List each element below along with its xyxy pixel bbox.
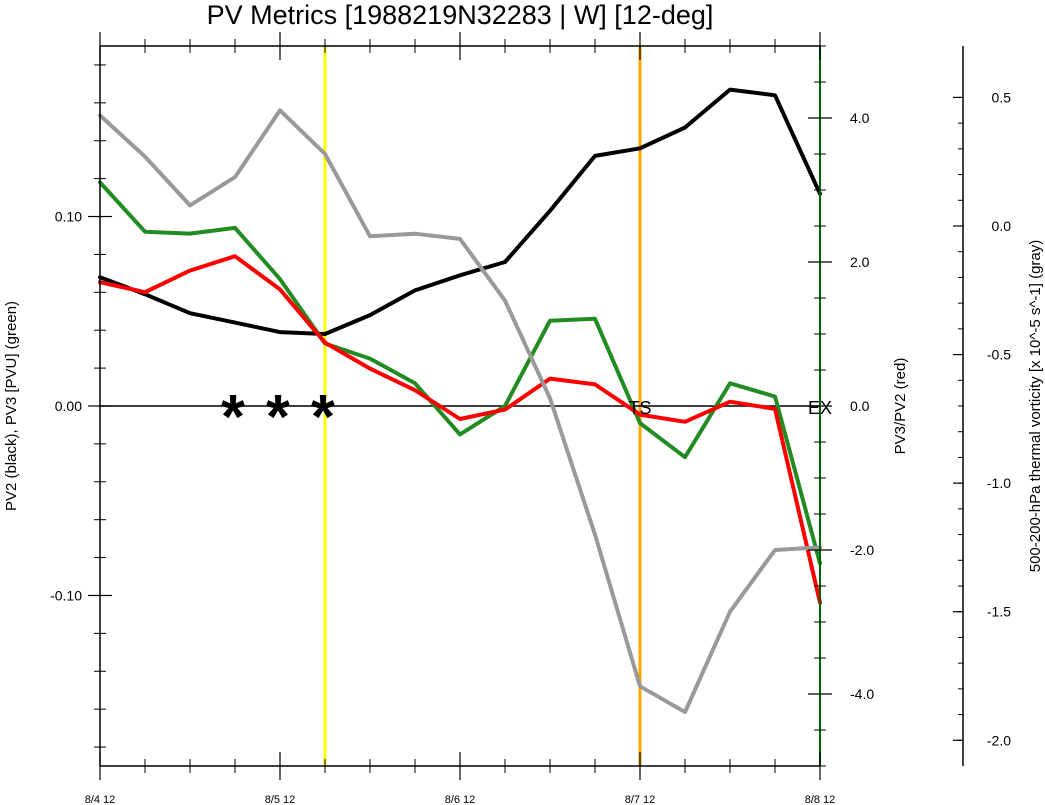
mid-tick-label: -4.0 (850, 686, 874, 702)
x-axis: 8/4 12 8/5 12 8/6 12 8/7 12 8/8 12 (85, 32, 836, 805)
star-marker: * (311, 383, 336, 452)
annotations: TS EX (628, 398, 832, 418)
left-tick-label: 0.10 (55, 209, 82, 225)
y-axis-label-right: 500-200-hPa thermal vorticity [x 10^-5 s… (1027, 240, 1044, 573)
right-tick-label: -1.5 (987, 604, 1011, 620)
y-axis-label-left: PV2 (black), PV3 [PVU] (green) (3, 301, 20, 511)
mid-tick-label: -2.0 (850, 542, 874, 558)
series-layer (98, 87, 822, 714)
x-tick-label: 8/8 12 (805, 794, 836, 805)
series-line-3 (98, 108, 822, 714)
mid-y-axis: 4.0 2.0 0.0 -2.0 -4.0 (808, 45, 874, 767)
chart-title: PV Metrics [1988219N32283 | W] [12-deg] (207, 0, 714, 30)
annotation-label: TS (628, 398, 651, 418)
star-markers: * * * (221, 383, 336, 452)
star-marker: * (266, 383, 291, 452)
right-y-axis: 0.5 0.0 -0.5 -1.0 -1.5 -2.0 (953, 46, 1011, 766)
left-y-axis: 0.10 0.00 -0.10 (50, 64, 112, 748)
left-tick-label: -0.10 (50, 587, 82, 603)
mid-tick-label: 4.0 (850, 110, 870, 126)
right-tick-label: -1.0 (987, 475, 1011, 491)
right-tick-label: -0.5 (987, 347, 1011, 363)
annotation-label: EX (808, 398, 832, 418)
series-line-2 (98, 254, 822, 605)
mid-tick-label: 2.0 (850, 254, 870, 270)
mid-tick-label: 0.0 (850, 398, 870, 414)
left-tick-label: 0.00 (55, 398, 82, 414)
y-axis-label-mid: PV3/PV2 (red) (892, 358, 909, 455)
x-tick-label: 8/5 12 (265, 794, 296, 805)
star-marker: * (221, 383, 246, 452)
right-tick-label: -2.0 (987, 732, 1011, 748)
x-tick-label: 8/7 12 (625, 794, 656, 805)
right-tick-label: 0.0 (992, 218, 1012, 234)
x-tick-label: 8/6 12 (445, 794, 476, 805)
right-tick-label: 0.5 (992, 89, 1012, 105)
x-tick-label: 8/4 12 (85, 794, 116, 805)
series-line-1 (98, 180, 822, 566)
series-line-0 (98, 87, 822, 336)
